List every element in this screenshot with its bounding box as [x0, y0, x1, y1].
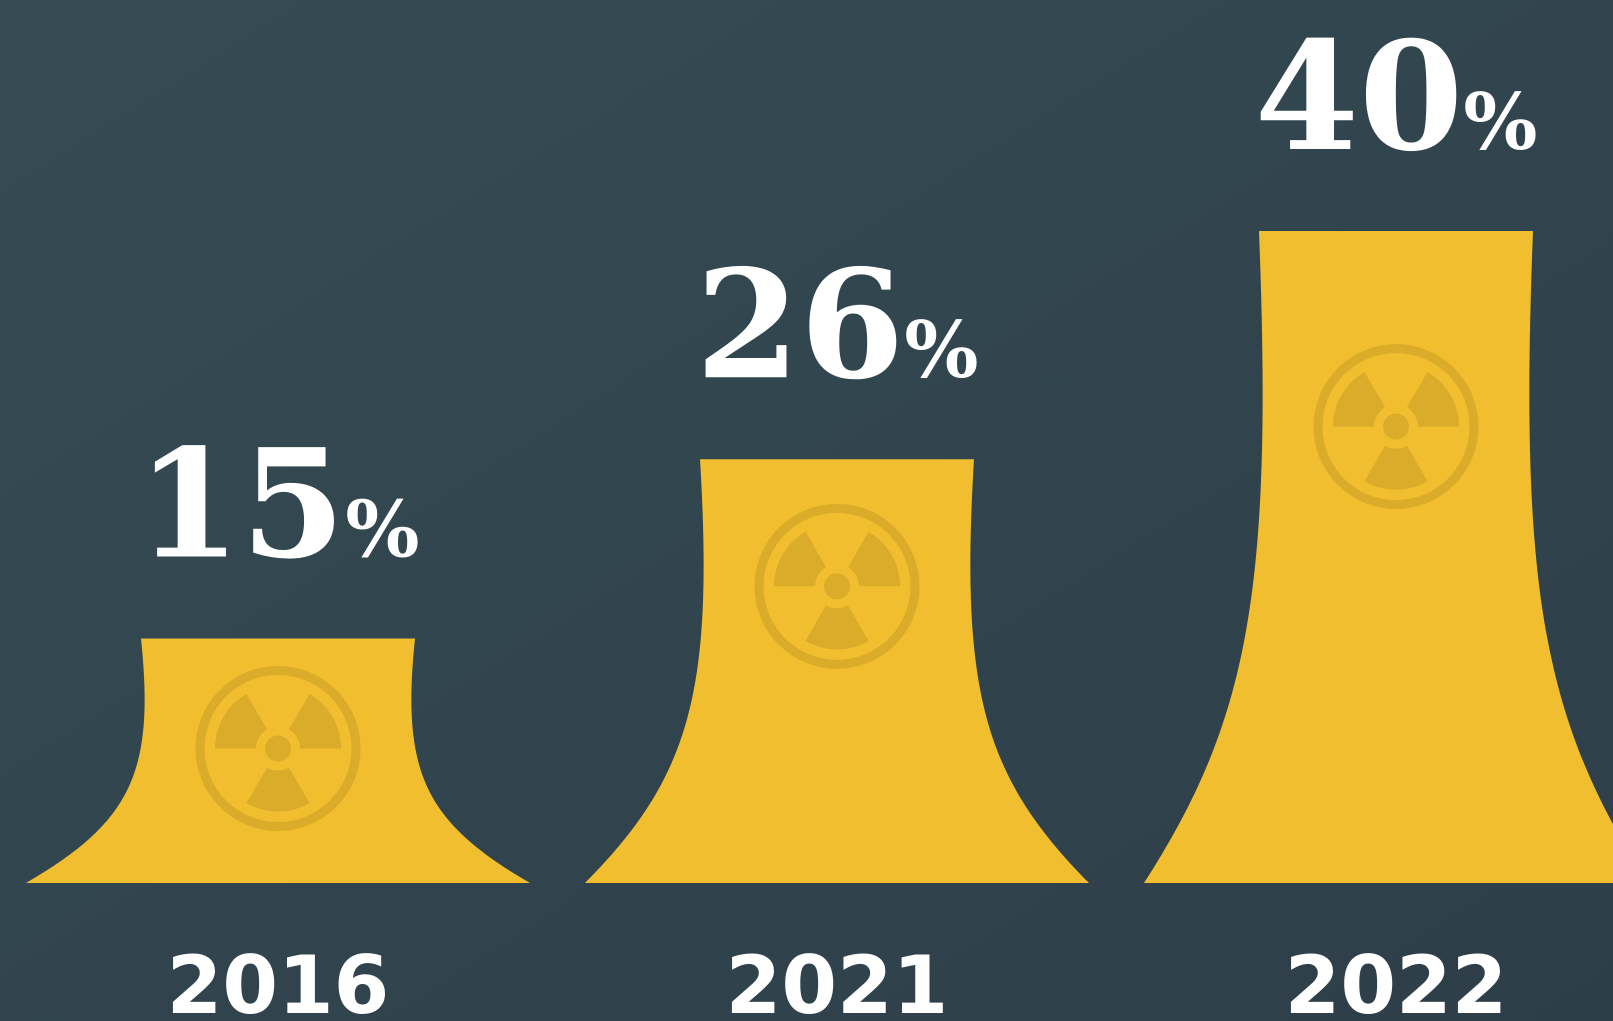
value-label: 40%	[1255, 9, 1538, 185]
icon-blade	[774, 531, 826, 587]
icon-blade	[805, 605, 869, 650]
x-tick-label: 2016	[167, 939, 390, 1021]
icon-blade	[1407, 372, 1459, 427]
icon-blade	[1364, 445, 1428, 490]
icon-center	[1383, 413, 1409, 440]
icon-ring	[1313, 344, 1479, 510]
x-tick-label: 2021	[726, 939, 949, 1021]
icon-blade	[246, 767, 310, 812]
icon-blade	[215, 693, 267, 749]
radiation-icon	[754, 503, 920, 669]
bar	[1144, 231, 1613, 883]
icon-center	[265, 735, 291, 762]
radiation-icon	[195, 666, 361, 831]
icon-ring	[754, 503, 920, 669]
icon-blade	[1333, 372, 1385, 427]
icon-ring	[195, 666, 361, 831]
icon-blade	[289, 693, 341, 749]
icon-blade	[848, 531, 900, 587]
bar	[585, 459, 1089, 883]
value-label: 15%	[137, 417, 420, 593]
radiation-icon	[1313, 344, 1479, 510]
x-tick-label: 2022	[1285, 939, 1508, 1021]
value-label: 26%	[696, 237, 979, 413]
icon-center	[824, 573, 850, 600]
